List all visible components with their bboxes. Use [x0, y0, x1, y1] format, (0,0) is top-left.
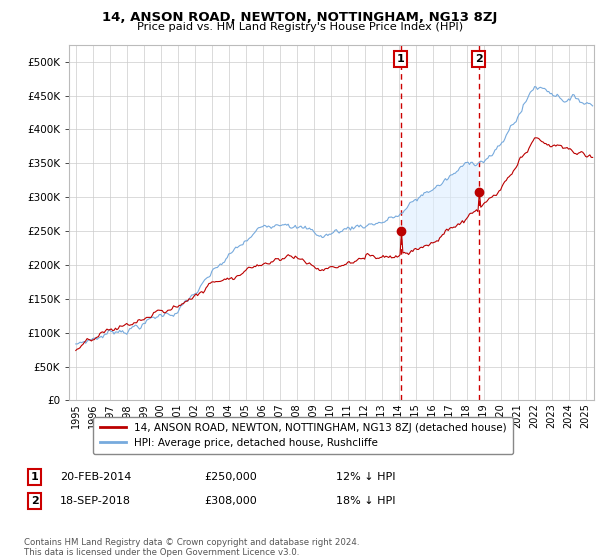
- Text: 18% ↓ HPI: 18% ↓ HPI: [336, 496, 395, 506]
- Text: 2: 2: [475, 54, 482, 64]
- Text: 20-FEB-2014: 20-FEB-2014: [60, 472, 131, 482]
- Text: 2: 2: [31, 496, 38, 506]
- Text: 12% ↓ HPI: 12% ↓ HPI: [336, 472, 395, 482]
- Text: £308,000: £308,000: [204, 496, 257, 506]
- Text: 1: 1: [31, 472, 38, 482]
- Text: Contains HM Land Registry data © Crown copyright and database right 2024.
This d: Contains HM Land Registry data © Crown c…: [24, 538, 359, 557]
- Text: 1: 1: [397, 54, 404, 64]
- Text: Price paid vs. HM Land Registry's House Price Index (HPI): Price paid vs. HM Land Registry's House …: [137, 22, 463, 32]
- Legend: 14, ANSON ROAD, NEWTON, NOTTINGHAM, NG13 8ZJ (detached house), HPI: Average pric: 14, ANSON ROAD, NEWTON, NOTTINGHAM, NG13…: [93, 417, 513, 454]
- Text: £250,000: £250,000: [204, 472, 257, 482]
- Text: 18-SEP-2018: 18-SEP-2018: [60, 496, 131, 506]
- Text: 14, ANSON ROAD, NEWTON, NOTTINGHAM, NG13 8ZJ: 14, ANSON ROAD, NEWTON, NOTTINGHAM, NG13…: [103, 11, 497, 24]
